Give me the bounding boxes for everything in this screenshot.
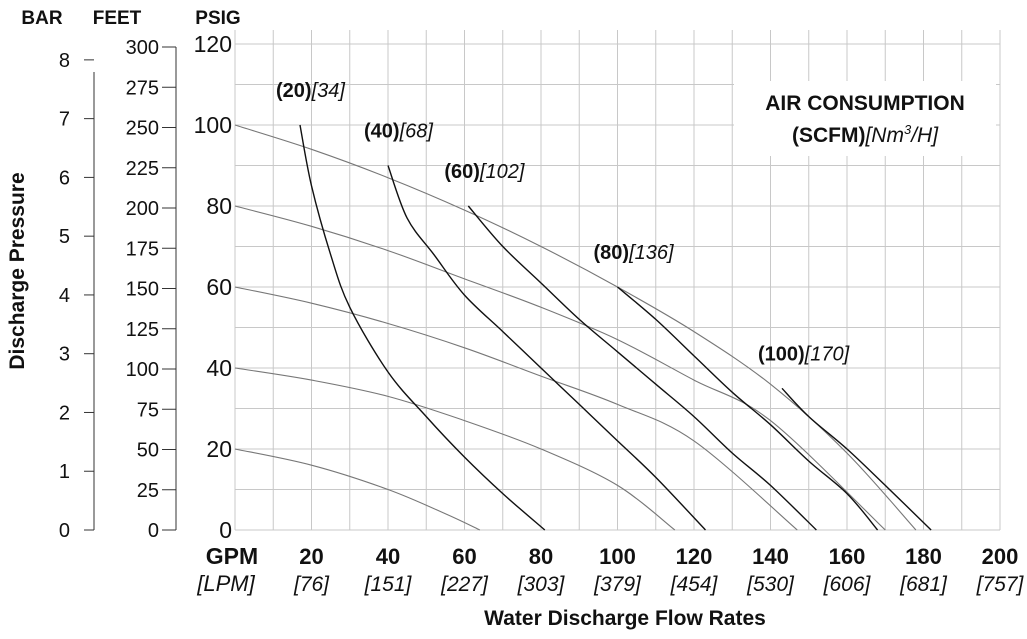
- x-tick-label-lpm: [454]: [670, 573, 719, 596]
- psig-axis-header: PSIG: [195, 8, 240, 29]
- performance-curve: [234, 286, 798, 531]
- air-consumption-label: (100)[170]: [758, 343, 850, 365]
- air-label-nm3h: [68]: [399, 121, 434, 143]
- bar-tick-label: 5: [59, 226, 70, 248]
- air-label-nm3h: [136]: [628, 242, 674, 264]
- bar-tick-label: 0: [59, 520, 70, 542]
- x-tick-label-lpm: [606]: [823, 573, 872, 596]
- x-tick-label-lpm: [681]: [899, 573, 948, 596]
- air-consumption-label: (40)[68]: [364, 121, 433, 143]
- x-unit-lpm: [LPM]: [196, 571, 255, 596]
- legend-units-end: /H]: [909, 124, 939, 147]
- feet-tick-label: 150: [126, 279, 159, 301]
- x-unit-gpm: GPM: [206, 543, 258, 569]
- air-label-scfm: (60): [444, 161, 480, 183]
- x-tick-label-gpm: 180: [905, 544, 942, 569]
- air-consumption-label: (20)[34]: [276, 80, 345, 102]
- air-label-scfm: (20): [276, 80, 312, 102]
- bar-axis-header: BAR: [21, 8, 62, 29]
- x-tick-label-lpm: [530]: [746, 573, 795, 596]
- bar-tick-label: 1: [59, 461, 70, 483]
- air-label-nm3h: [170]: [804, 343, 850, 365]
- air-consumption-label: (60)[102]: [444, 161, 525, 183]
- bar-tick-label: 2: [59, 402, 70, 424]
- air-consumption-curve: [387, 165, 707, 531]
- performance-curve: [234, 205, 886, 531]
- feet-tick-label: 25: [137, 480, 159, 502]
- feet-tick-label: 100: [126, 359, 159, 381]
- x-tick-label-gpm: 60: [452, 544, 476, 569]
- x-tick-label-gpm: 160: [829, 544, 866, 569]
- psig-tick-label: 100: [194, 112, 232, 138]
- feet-tick-label: 175: [126, 238, 159, 260]
- psig-tick-label: 0: [219, 517, 232, 543]
- bar-axis-ticks: 0 1 2 3 4 5 6 7 8: [59, 50, 94, 542]
- air-label-nm3h: [34]: [311, 80, 346, 102]
- air-label-scfm: (80): [594, 242, 630, 264]
- legend-units-scfm: (SCFM): [792, 124, 865, 147]
- performance-curves: [234, 124, 917, 531]
- y-axis-title: Discharge Pressure: [6, 172, 29, 369]
- x-axis-title: Water Discharge Flow Rates: [484, 607, 766, 630]
- x-tick-label-gpm: 140: [752, 544, 789, 569]
- air-consumption-labels: (20)[34](40)[68](60)[102](80)[136](100)[…: [276, 80, 850, 365]
- x-tick-label-lpm: [151]: [364, 573, 413, 596]
- x-tick-label-gpm: 120: [676, 544, 713, 569]
- air-consumption-curve: [617, 286, 879, 531]
- air-label-scfm: (40): [364, 121, 400, 143]
- x-tick-label-gpm: 100: [599, 544, 636, 569]
- feet-axis-ticks: 0 25 50 75 100 125 150 175 200 225 250 275 300: [126, 37, 176, 542]
- x-tick-label-lpm: [227]: [440, 573, 489, 596]
- psig-tick-label: 80: [206, 193, 232, 219]
- feet-tick-label: 225: [126, 158, 159, 180]
- air-consumption-label: (80)[136]: [594, 242, 675, 264]
- x-tick-label-gpm: 80: [529, 544, 553, 569]
- feet-tick-label: 75: [137, 399, 159, 421]
- legend-title: AIR CONSUMPTION: [765, 92, 965, 115]
- plot-grid: [234, 30, 1001, 531]
- air-consumption-curve: [781, 387, 932, 531]
- feet-tick-label: 275: [126, 77, 159, 99]
- feet-tick-label: 200: [126, 198, 159, 220]
- psig-tick-label: 60: [206, 274, 232, 300]
- feet-tick-label: 0: [148, 520, 159, 542]
- psig-axis-ticks: 0 20 40 60 80 100 120: [194, 31, 232, 543]
- feet-axis-header: FEET: [93, 8, 142, 29]
- x-tick-label-gpm: 200: [982, 544, 1019, 569]
- bar-tick-label: 3: [59, 344, 70, 366]
- x-tick-label-lpm: [757]: [976, 573, 1025, 596]
- x-tick-label-lpm: [303]: [517, 573, 566, 596]
- legend-units: (SCFM)[Nm3/H]: [792, 122, 939, 147]
- feet-tick-label: 250: [126, 118, 159, 140]
- x-tick-label-gpm: 40: [376, 544, 400, 569]
- performance-curve: [234, 448, 481, 531]
- air-consumption-curve: [299, 124, 546, 531]
- x-tick-label-lpm: [76]: [293, 573, 330, 596]
- bar-tick-label: 4: [59, 285, 70, 307]
- feet-tick-label: 50: [137, 440, 159, 462]
- psig-tick-label: 120: [194, 31, 232, 57]
- legend-units-nm3: [Nm: [864, 124, 904, 147]
- air-label-nm3h: [102]: [479, 161, 525, 183]
- x-tick-label-lpm: [379]: [593, 573, 642, 596]
- bar-tick-label: 6: [59, 167, 70, 189]
- psig-tick-label: 40: [206, 355, 232, 381]
- air-consumption-curve: [467, 205, 817, 531]
- performance-curve: [234, 367, 676, 531]
- x-tick-label-gpm: 20: [299, 544, 323, 569]
- psig-tick-label: 20: [206, 436, 232, 462]
- legend-units-sup: 3: [904, 122, 912, 137]
- legend-box: [734, 81, 996, 156]
- air-consumption-curves: [299, 124, 932, 531]
- bar-tick-label: 7: [59, 109, 70, 131]
- x-axis-ticks: 20 [76] 40 [151] 60 [227] 80 [303] 100 [379] 120 [4…: [293, 544, 1025, 596]
- feet-tick-label: 300: [126, 37, 159, 59]
- air-label-scfm: (100): [758, 343, 805, 365]
- bar-tick-label: 8: [59, 50, 70, 72]
- feet-tick-label: 125: [126, 319, 159, 341]
